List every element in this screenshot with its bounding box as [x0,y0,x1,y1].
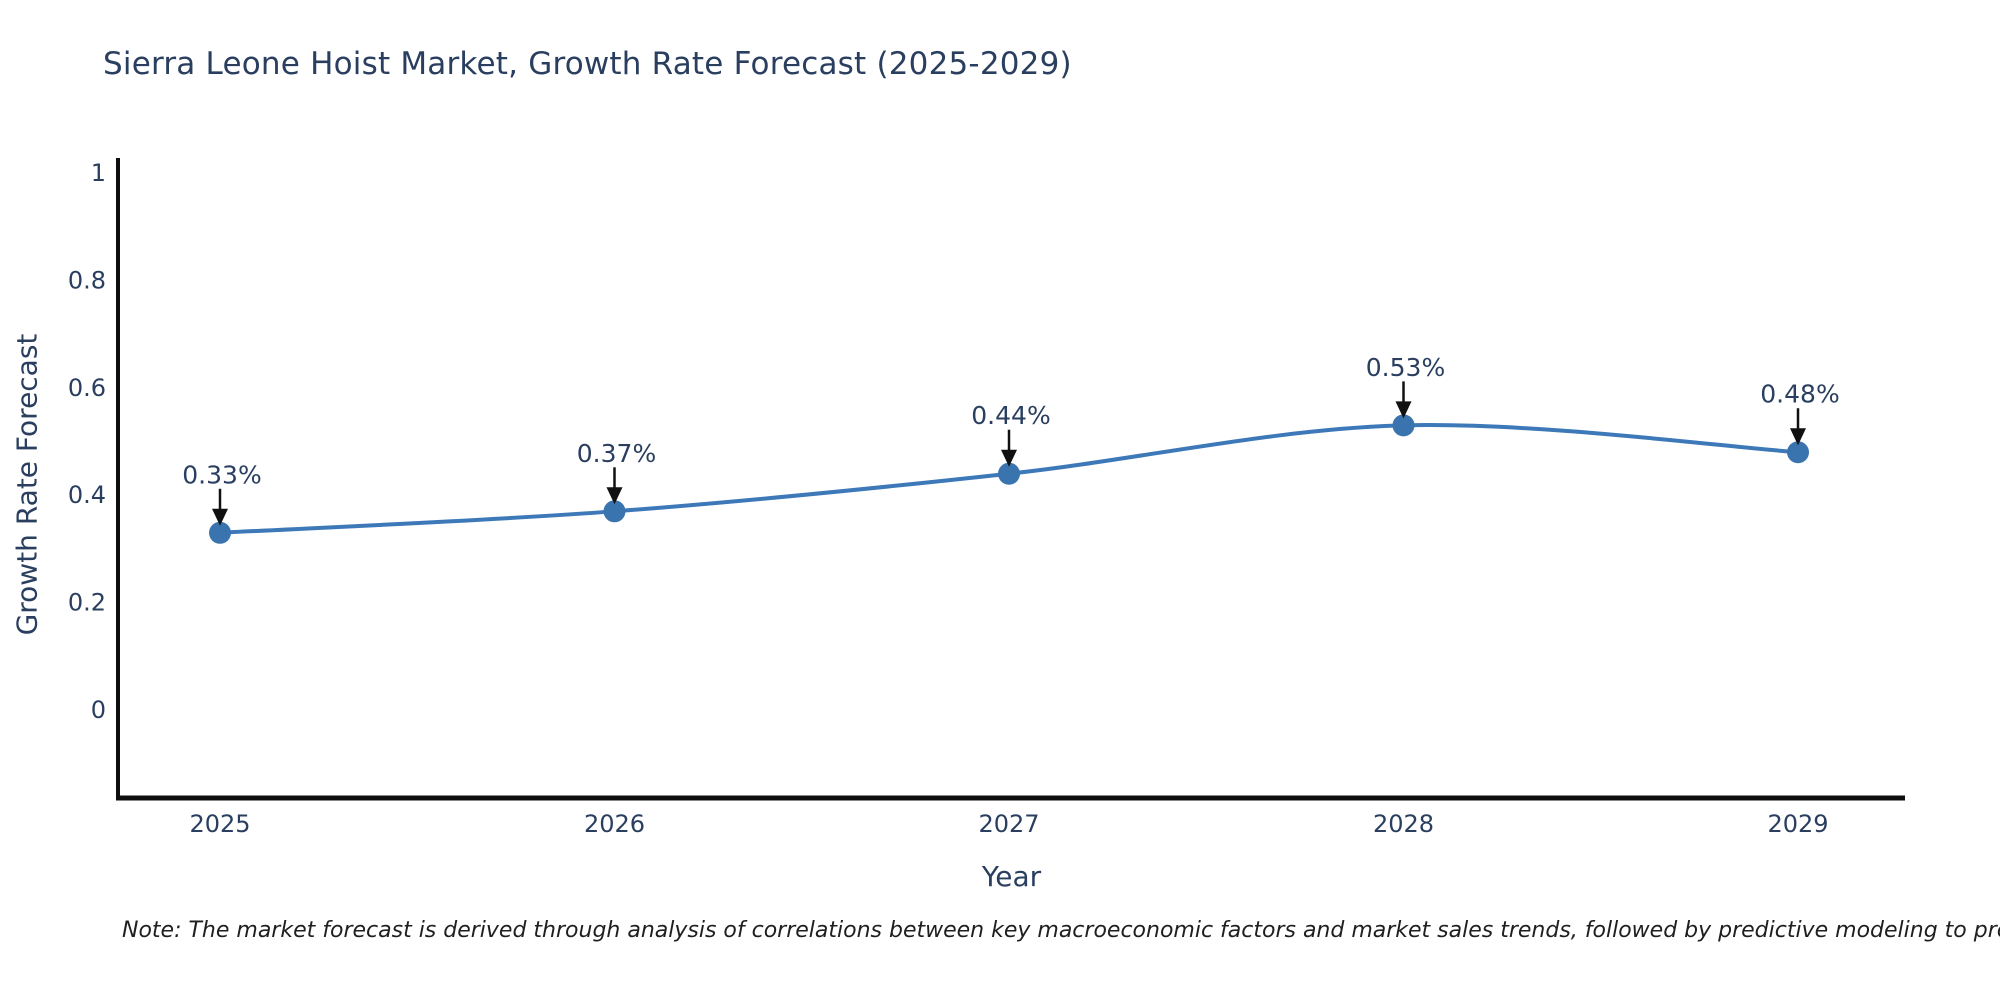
annotation-arrowhead-2026 [606,487,623,505]
y-tick-label-0.8: 0.8 [68,266,106,294]
x-tick-label-2028: 2028 [1373,810,1434,838]
annotation-label-2027: 0.44% [971,401,1050,430]
annotation-arrowhead-2029 [1790,428,1806,446]
y-axis-title: Growth Rate Forecast [10,333,44,636]
annotation-label-2029: 0.48% [1760,380,1839,409]
annotation-label-2025: 0.33% [182,460,261,489]
x-tick-label-2027: 2027 [978,810,1039,838]
data-point-2026 [603,500,626,523]
y-tick-label-0.2: 0.2 [68,589,106,617]
data-point-2027 [998,462,1020,485]
x-axis-title: Year [981,860,1042,893]
annotation-arrowhead-2027 [1001,449,1017,467]
y-tick-label-0.6: 0.6 [68,374,106,402]
annotation-label-2026: 0.37% [577,439,656,468]
y-tick-label-0: 0 [91,696,106,724]
annotation-arrowhead-2028 [1395,401,1412,419]
y-tick-label-1: 1 [91,159,106,187]
x-tick-label-2029: 2029 [1767,810,1828,838]
annotation-label-2028: 0.53% [1366,353,1445,382]
footnote: Note: The market forecast is derived thr… [122,918,2000,943]
chart-title: Sierra Leone Hoist Market, Growth Rate F… [103,46,1072,82]
y-tick-label-0.4: 0.4 [68,481,106,509]
x-tick-label-2026: 2026 [584,810,645,838]
data-point-2029 [1787,441,1809,464]
x-tick-label-2025: 2025 [189,810,250,838]
annotation-arrowhead-2025 [212,508,228,526]
data-point-2025 [209,521,231,544]
data-point-2028 [1392,414,1415,437]
